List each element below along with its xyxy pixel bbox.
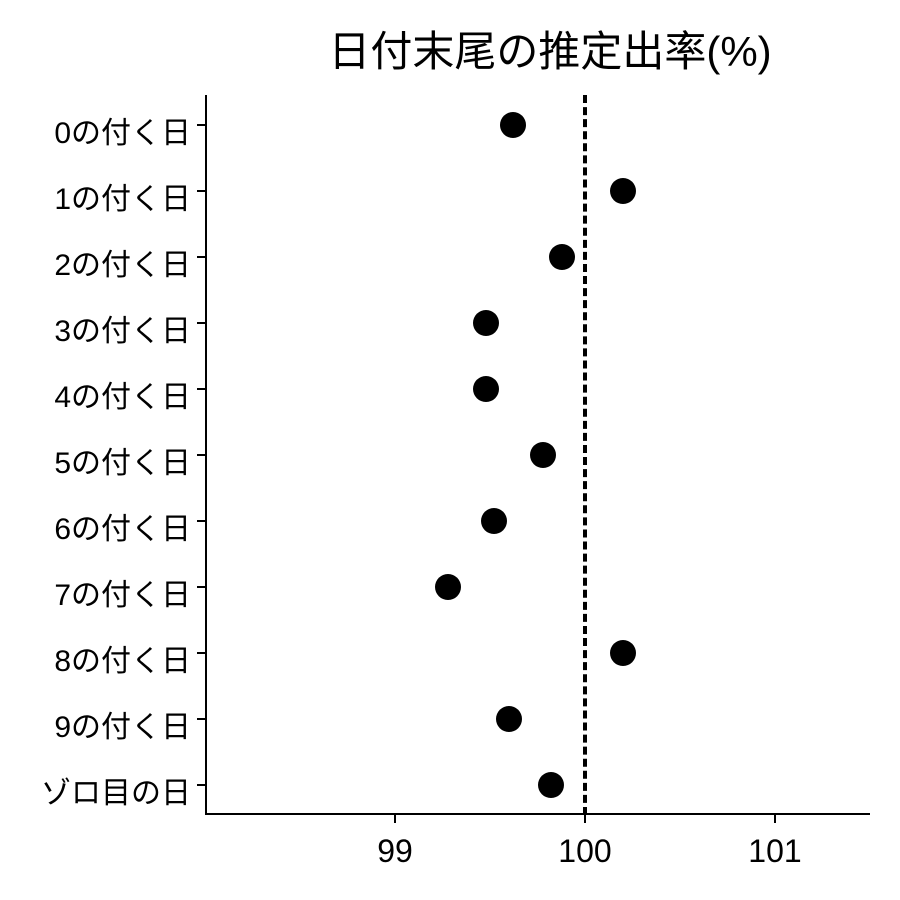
y-axis-label: 5の付く日 <box>54 438 191 482</box>
reference-line <box>583 95 587 815</box>
data-point <box>500 112 526 138</box>
y-axis-label: 1の付く日 <box>54 174 191 218</box>
x-axis-tick <box>584 815 586 823</box>
x-axis-label: 99 <box>377 833 413 870</box>
y-axis-label: 7の付く日 <box>54 570 191 614</box>
chart-title: 日付末尾の推定出率(%) <box>200 18 900 79</box>
y-axis-tick <box>197 256 205 258</box>
y-axis-tick <box>197 784 205 786</box>
data-point <box>496 706 522 732</box>
data-point <box>473 310 499 336</box>
data-point <box>481 508 507 534</box>
y-axis-label: 6の付く日 <box>54 504 191 548</box>
data-point <box>610 640 636 666</box>
y-axis-tick <box>197 520 205 522</box>
x-axis-label: 101 <box>748 833 801 870</box>
y-axis-tick <box>197 190 205 192</box>
y-axis-tick <box>197 718 205 720</box>
x-axis-label: 100 <box>558 833 611 870</box>
y-axis-tick <box>197 586 205 588</box>
y-axis-label: 4の付く日 <box>54 372 191 416</box>
y-axis-label: 2の付く日 <box>54 240 191 284</box>
x-axis-tick <box>774 815 776 823</box>
y-axis-label: 9の付く日 <box>54 702 191 746</box>
data-point <box>530 442 556 468</box>
x-axis-tick <box>394 815 396 823</box>
data-point <box>549 244 575 270</box>
y-axis-label: ゾロ目の日 <box>41 768 191 812</box>
data-point <box>610 178 636 204</box>
chart-container: 日付末尾の推定出率(%) 0の付く日 1の付く日 2の付く日 3の付く日 4の付く日 5の… <box>0 0 900 900</box>
y-axis-tick <box>197 388 205 390</box>
data-point <box>538 772 564 798</box>
y-axis-label: 3の付く日 <box>54 306 191 350</box>
y-axis-tick <box>197 454 205 456</box>
y-axis-tick <box>197 322 205 324</box>
data-point <box>435 574 461 600</box>
y-axis-tick <box>197 124 205 126</box>
y-axis-label: 8の付く日 <box>54 636 191 680</box>
y-axis-tick <box>197 652 205 654</box>
data-point <box>473 376 499 402</box>
y-axis-label: 0の付く日 <box>54 108 191 152</box>
